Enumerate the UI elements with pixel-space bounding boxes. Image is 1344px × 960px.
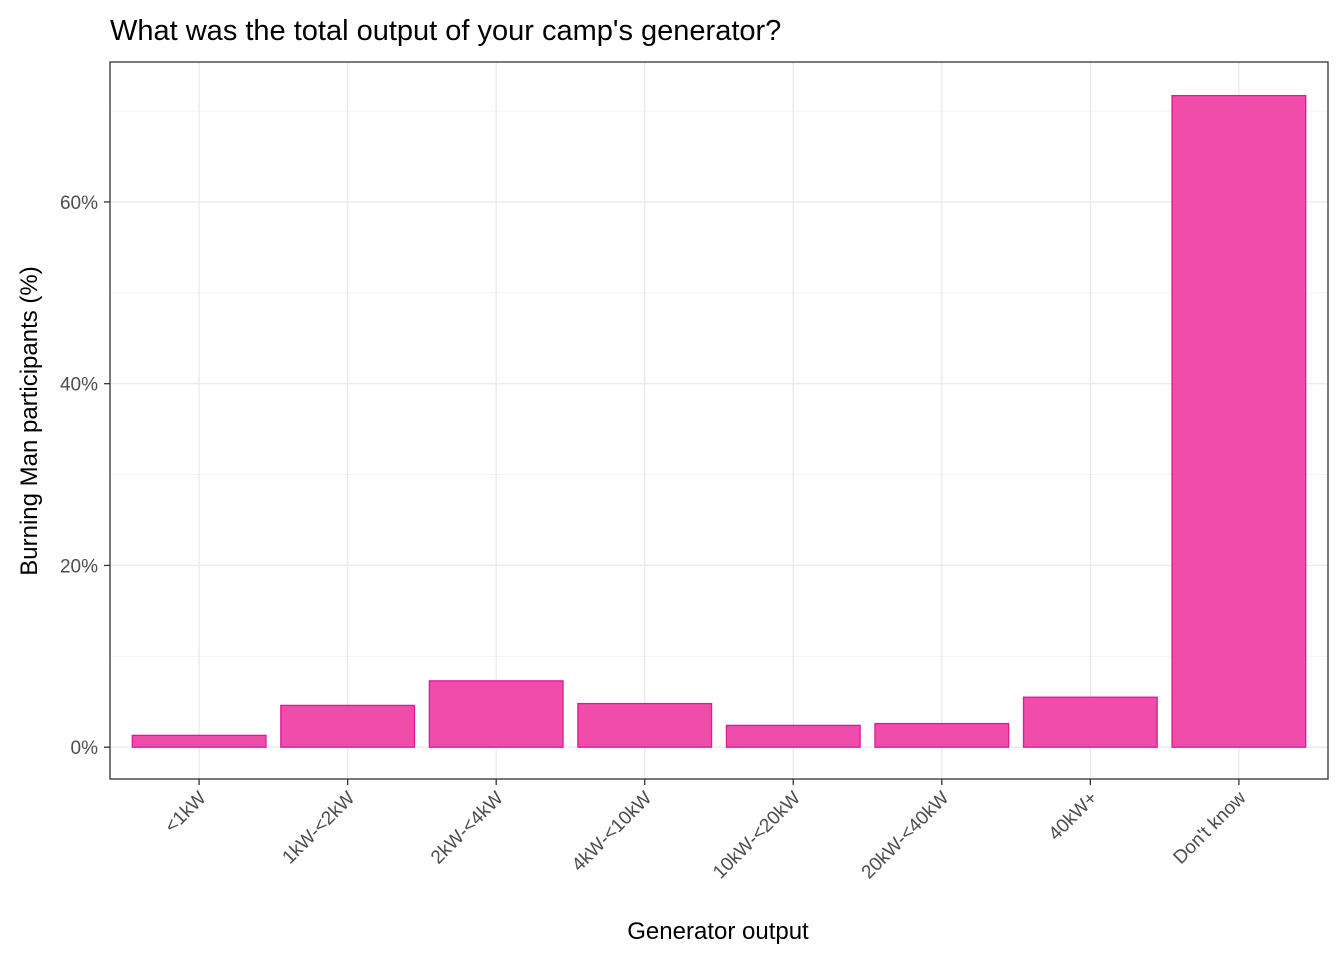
chart-title: What was the total output of your camp's… — [110, 15, 781, 47]
bar — [577, 702, 713, 748]
bars — [131, 94, 1307, 748]
x-tick-label: 10kW-<20kW — [709, 788, 805, 884]
bar — [725, 724, 861, 748]
bar — [131, 734, 267, 748]
x-axis-title: Generator output — [627, 918, 809, 945]
y-axis-title: Burning Man participants (%) — [16, 266, 43, 575]
x-tick-label: 4kW-<10kW — [568, 788, 656, 876]
y-tick-label: 60% — [60, 193, 98, 214]
x-tick-label: 20kW-<40kW — [858, 788, 954, 884]
y-tick-label: 40% — [60, 375, 98, 396]
x-axis: <1kW 1kW-<2kW 2kW-<4kW 4kW-<10kW 10kW-<20kW 2… — [161, 779, 1251, 883]
x-tick-label: <1kW — [161, 788, 211, 838]
bar — [428, 680, 564, 748]
bar — [1171, 94, 1307, 748]
plot-panel-border — [109, 61, 1329, 780]
x-tick-label: 40kW+ — [1045, 788, 1102, 845]
x-tick-label: 1kW-<2kW — [279, 788, 360, 869]
y-tick-label: 0% — [71, 738, 99, 759]
y-axis: 0% 20% 40% 60% — [60, 193, 110, 759]
bar — [874, 722, 1010, 748]
x-tick-label: 2kW-<4kW — [427, 788, 508, 869]
bar — [280, 704, 416, 748]
bar — [1022, 696, 1158, 748]
x-tick-label: Don't know — [1170, 787, 1251, 868]
gridlines — [110, 62, 1328, 779]
y-tick-label: 20% — [60, 556, 98, 577]
